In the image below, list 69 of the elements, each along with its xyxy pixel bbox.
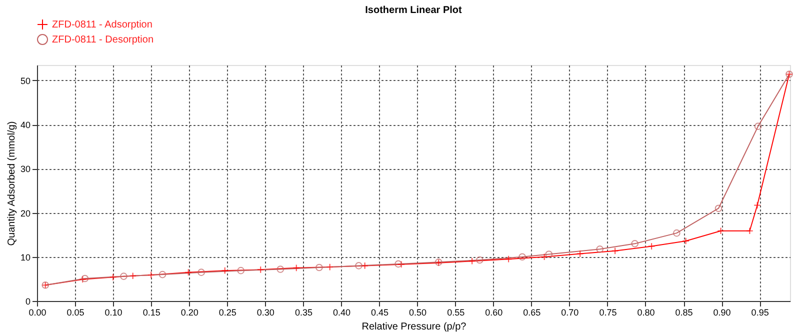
point [540,253,548,261]
point [120,272,128,280]
point [754,122,762,130]
y-tick-label: 30 [20,164,30,174]
x-tick-label: 0.60 [485,308,503,318]
point [316,264,323,272]
chart-title: Isotherm Linear Plot [365,5,463,16]
x-tick-label: 0.85 [675,308,693,318]
point [221,266,229,274]
x-tick-label: 0.25 [218,308,236,318]
y-tick-label: 20 [20,208,30,218]
x-tick-label: 0.15 [142,308,160,318]
point [198,268,205,276]
point [476,256,484,264]
x-tick-label: 0.65 [523,308,541,318]
x-tick-label: 0.30 [256,308,274,318]
point [237,266,245,274]
point [326,263,334,271]
y-tick-label: 0 [25,296,30,306]
x-tick-label: 0.80 [637,308,655,318]
point [184,268,192,276]
x-tick-label: 0.00 [28,308,46,318]
x-axis-title: Relative Pressure (p/p? [362,322,467,332]
x-tick-label: 0.75 [599,308,617,318]
x-tick-label: 0.20 [180,308,198,318]
y-tick-label: 10 [20,252,30,262]
point [631,240,638,248]
point [394,260,402,268]
point [361,262,368,270]
point [596,246,604,253]
x-tick-label: 0.05 [66,308,84,318]
point [682,237,690,245]
point [545,250,553,258]
y-axis-title: Quantity Adsorbed (mmol/g) [6,121,18,246]
point [746,227,754,235]
x-tick-label: 0.45 [371,308,389,318]
point [158,270,166,278]
point [504,255,512,263]
x-tick-label: 0.50 [409,308,427,318]
point [256,266,264,274]
x-tick-label: 0.10 [104,308,122,318]
point [147,271,155,279]
point [611,247,619,255]
x-tick-label: 0.95 [751,308,769,318]
x-tick-label: 0.40 [332,308,351,318]
point [576,250,584,258]
point [78,276,86,284]
point [468,257,476,265]
point [81,274,89,282]
point [648,242,656,250]
x-tick-label: 0.55 [447,308,465,318]
x-tick-label: 0.35 [294,308,312,318]
point [109,274,117,281]
x-tick-label: 0.90 [713,308,731,318]
point [714,204,722,212]
point [129,272,136,280]
point [673,229,680,237]
y-tick-label: 50 [20,76,30,86]
point [518,253,526,261]
point [276,266,284,273]
legend-label: ZFD-0811 - Adsorption [52,20,152,30]
point [717,227,724,235]
point [355,262,362,270]
point [292,264,300,272]
point [398,260,405,268]
x-tick-label: 0.70 [561,308,579,318]
point [754,202,761,209]
y-tick-label: 40 [20,120,30,130]
legend-label: ZFD-0811 - Desorption [52,34,154,46]
